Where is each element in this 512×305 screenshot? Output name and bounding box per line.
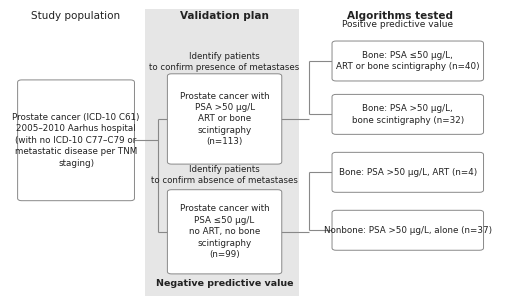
Text: Positive predictive value: Positive predictive value bbox=[343, 20, 454, 29]
FancyBboxPatch shape bbox=[167, 74, 282, 164]
Text: Bone: PSA >50 μg/L, ART (n=4): Bone: PSA >50 μg/L, ART (n=4) bbox=[338, 168, 477, 177]
Text: Bone: PSA ≤50 μg/L,
ART or bone scintigraphy (n=40): Bone: PSA ≤50 μg/L, ART or bone scintigr… bbox=[336, 51, 480, 71]
FancyBboxPatch shape bbox=[332, 210, 483, 250]
Text: Identify patients
to confirm absence of metastases: Identify patients to confirm absence of … bbox=[151, 165, 298, 185]
Text: Nonbone: PSA >50 μg/L, alone (n=37): Nonbone: PSA >50 μg/L, alone (n=37) bbox=[324, 226, 492, 235]
Text: Validation plan: Validation plan bbox=[180, 11, 269, 21]
Text: Bone: PSA >50 μg/L,
bone scintigraphy (n=32): Bone: PSA >50 μg/L, bone scintigraphy (n… bbox=[352, 104, 464, 125]
Text: Prostate cancer (ICD-10 C61)
2005–2010 Aarhus hospital
(with no ICD-10 C77–C79 o: Prostate cancer (ICD-10 C61) 2005–2010 A… bbox=[12, 113, 140, 168]
FancyBboxPatch shape bbox=[332, 152, 483, 192]
Text: Negative predictive value: Negative predictive value bbox=[156, 279, 293, 288]
Text: Identify patients
to confirm presence of metastases: Identify patients to confirm presence of… bbox=[150, 52, 300, 72]
FancyBboxPatch shape bbox=[332, 95, 483, 134]
Text: Algorithms tested: Algorithms tested bbox=[347, 11, 453, 21]
Text: Study population: Study population bbox=[31, 11, 121, 21]
Text: Prostate cancer with
PSA ≤50 μg/L
no ART, no bone
scintigraphy
(n=99): Prostate cancer with PSA ≤50 μg/L no ART… bbox=[180, 204, 269, 259]
FancyBboxPatch shape bbox=[167, 190, 282, 274]
FancyBboxPatch shape bbox=[17, 80, 135, 201]
FancyBboxPatch shape bbox=[332, 41, 483, 81]
FancyBboxPatch shape bbox=[145, 9, 299, 296]
Text: Prostate cancer with
PSA >50 μg/L
ART or bone
scintigraphy
(n=113): Prostate cancer with PSA >50 μg/L ART or… bbox=[180, 92, 269, 146]
